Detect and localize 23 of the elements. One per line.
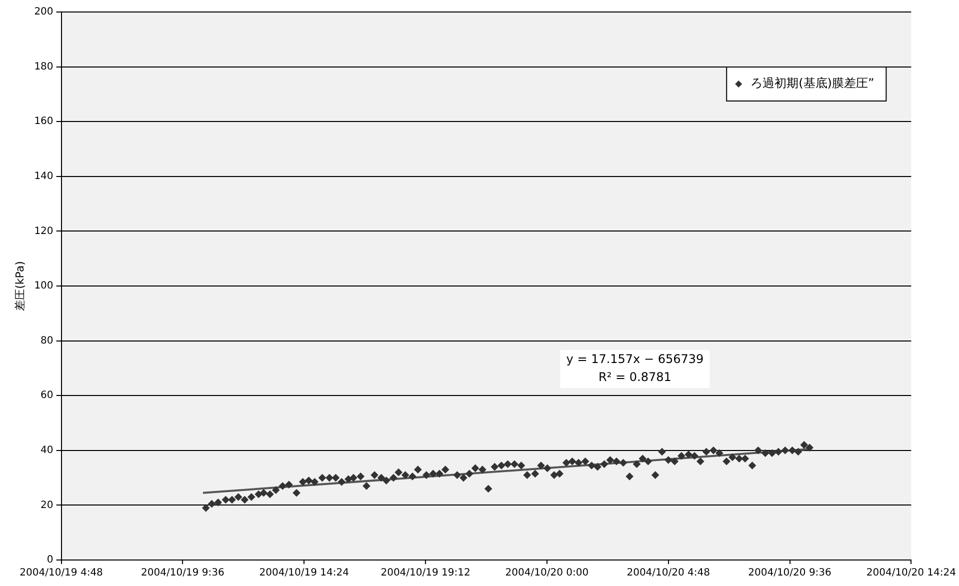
x-tick-label: 2004/10/19 14:24: [259, 568, 349, 579]
annotation: y = 17.157x − 656739: [566, 352, 704, 366]
y-tick-label: 120: [34, 226, 54, 237]
x-tick-label: 2004/10/19 9:36: [141, 568, 224, 579]
x-tick-label: 2004/10/19 4:48: [20, 568, 103, 579]
y-tick-label: 60: [40, 390, 54, 402]
x-tick-label: 2004/10/20 9:36: [748, 568, 832, 579]
annotation: R² = 0.8781: [598, 370, 672, 384]
y-tick-label: 180: [34, 61, 54, 72]
x-tick-label: 2004/10/20 4:48: [626, 568, 710, 579]
y-tick-label: 20: [40, 500, 54, 511]
y-tick-label: 140: [34, 170, 54, 182]
y-tick-label: 160: [34, 116, 54, 128]
x-tick-label: 2004/10/19 19:12: [380, 568, 470, 579]
y-tick-label: 40: [40, 444, 54, 456]
y-tick-label: 80: [40, 335, 54, 346]
y-tick-label: 200: [34, 6, 54, 18]
x-tick-label: 2004/10/20 0:00: [505, 568, 589, 579]
y-axis-title: 差圧(kPa): [13, 261, 26, 311]
x-tick-label: 2004/10/20 14:24: [866, 568, 956, 579]
y-tick-label: 0: [46, 554, 54, 566]
y-tick-label: 100: [34, 280, 54, 292]
legend-label: ろ過初期(基底)膜差圧”: [750, 76, 874, 90]
